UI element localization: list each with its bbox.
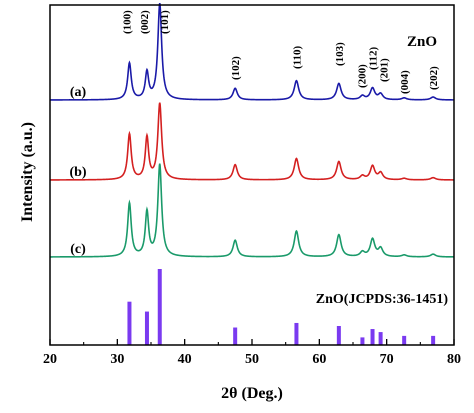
reference-group xyxy=(127,269,436,345)
reference-stick xyxy=(157,269,162,345)
y-axis-label: Intensity (a.u.) xyxy=(19,122,36,222)
series-label: (a) xyxy=(70,85,87,100)
reference-stick xyxy=(370,329,375,345)
reference-stick xyxy=(144,311,149,345)
reference-label: ZnO(JCPDS:36-1451) xyxy=(316,292,449,307)
peak-label-group: (100) (002) (101) (102) (110) (103) (200)(112)… xyxy=(122,10,441,94)
peak-hkl-label: (200) xyxy=(356,64,368,88)
reference-stick xyxy=(127,301,132,345)
x-tick-label: 40 xyxy=(178,352,192,367)
series-line xyxy=(50,102,454,181)
peak-hkl-label: (102) xyxy=(230,56,242,80)
x-tick-label: 20 xyxy=(43,352,57,367)
peak-hkl-label: (202) xyxy=(428,66,440,90)
peak-hkl-label: (004) xyxy=(399,70,411,94)
reference-stick xyxy=(360,337,365,345)
x-tick-label: 70 xyxy=(380,352,394,367)
x-tick-label: 60 xyxy=(312,352,326,367)
reference-stick xyxy=(378,332,383,345)
series-line xyxy=(50,163,454,258)
peak-hkl-label: (100) xyxy=(122,10,134,34)
x-tick-label: 80 xyxy=(447,352,461,367)
peak-hkl-label: (101) xyxy=(159,10,171,34)
series-line xyxy=(50,2,455,101)
x-axis: 20 30 40 50 60 70 80 xyxy=(43,339,461,367)
peak-hkl-label: (002) xyxy=(139,10,151,34)
reference-stick xyxy=(233,327,238,345)
series-label: (c) xyxy=(70,242,86,257)
chart-title: ZnO xyxy=(407,34,437,50)
series-label: (b) xyxy=(69,165,86,180)
x-tick-label: 50 xyxy=(245,352,259,367)
peak-hkl-label: (201) xyxy=(379,58,391,82)
reference-stick xyxy=(294,322,299,345)
peak-hkl-label: (110) xyxy=(291,45,303,69)
x-tick-label: 30 xyxy=(110,352,124,367)
peak-hkl-label: (112) xyxy=(368,46,380,70)
reference-stick xyxy=(402,335,407,345)
reference-stick xyxy=(336,326,341,345)
x-axis-label: 2θ (Deg.) xyxy=(221,385,283,402)
series-group: (a) (b) (c) xyxy=(50,2,455,258)
reference-stick xyxy=(431,335,436,345)
peak-hkl-label: (103) xyxy=(334,42,346,66)
